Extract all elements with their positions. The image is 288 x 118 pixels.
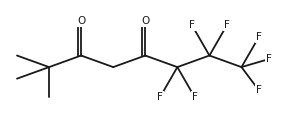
Text: F: F: [189, 20, 195, 30]
Text: F: F: [157, 92, 163, 102]
Text: F: F: [266, 54, 272, 64]
Text: F: F: [256, 85, 262, 95]
Text: F: F: [256, 32, 262, 42]
Text: O: O: [77, 16, 85, 26]
Text: F: F: [224, 20, 230, 30]
Text: O: O: [141, 16, 149, 26]
Text: F: F: [192, 92, 198, 102]
